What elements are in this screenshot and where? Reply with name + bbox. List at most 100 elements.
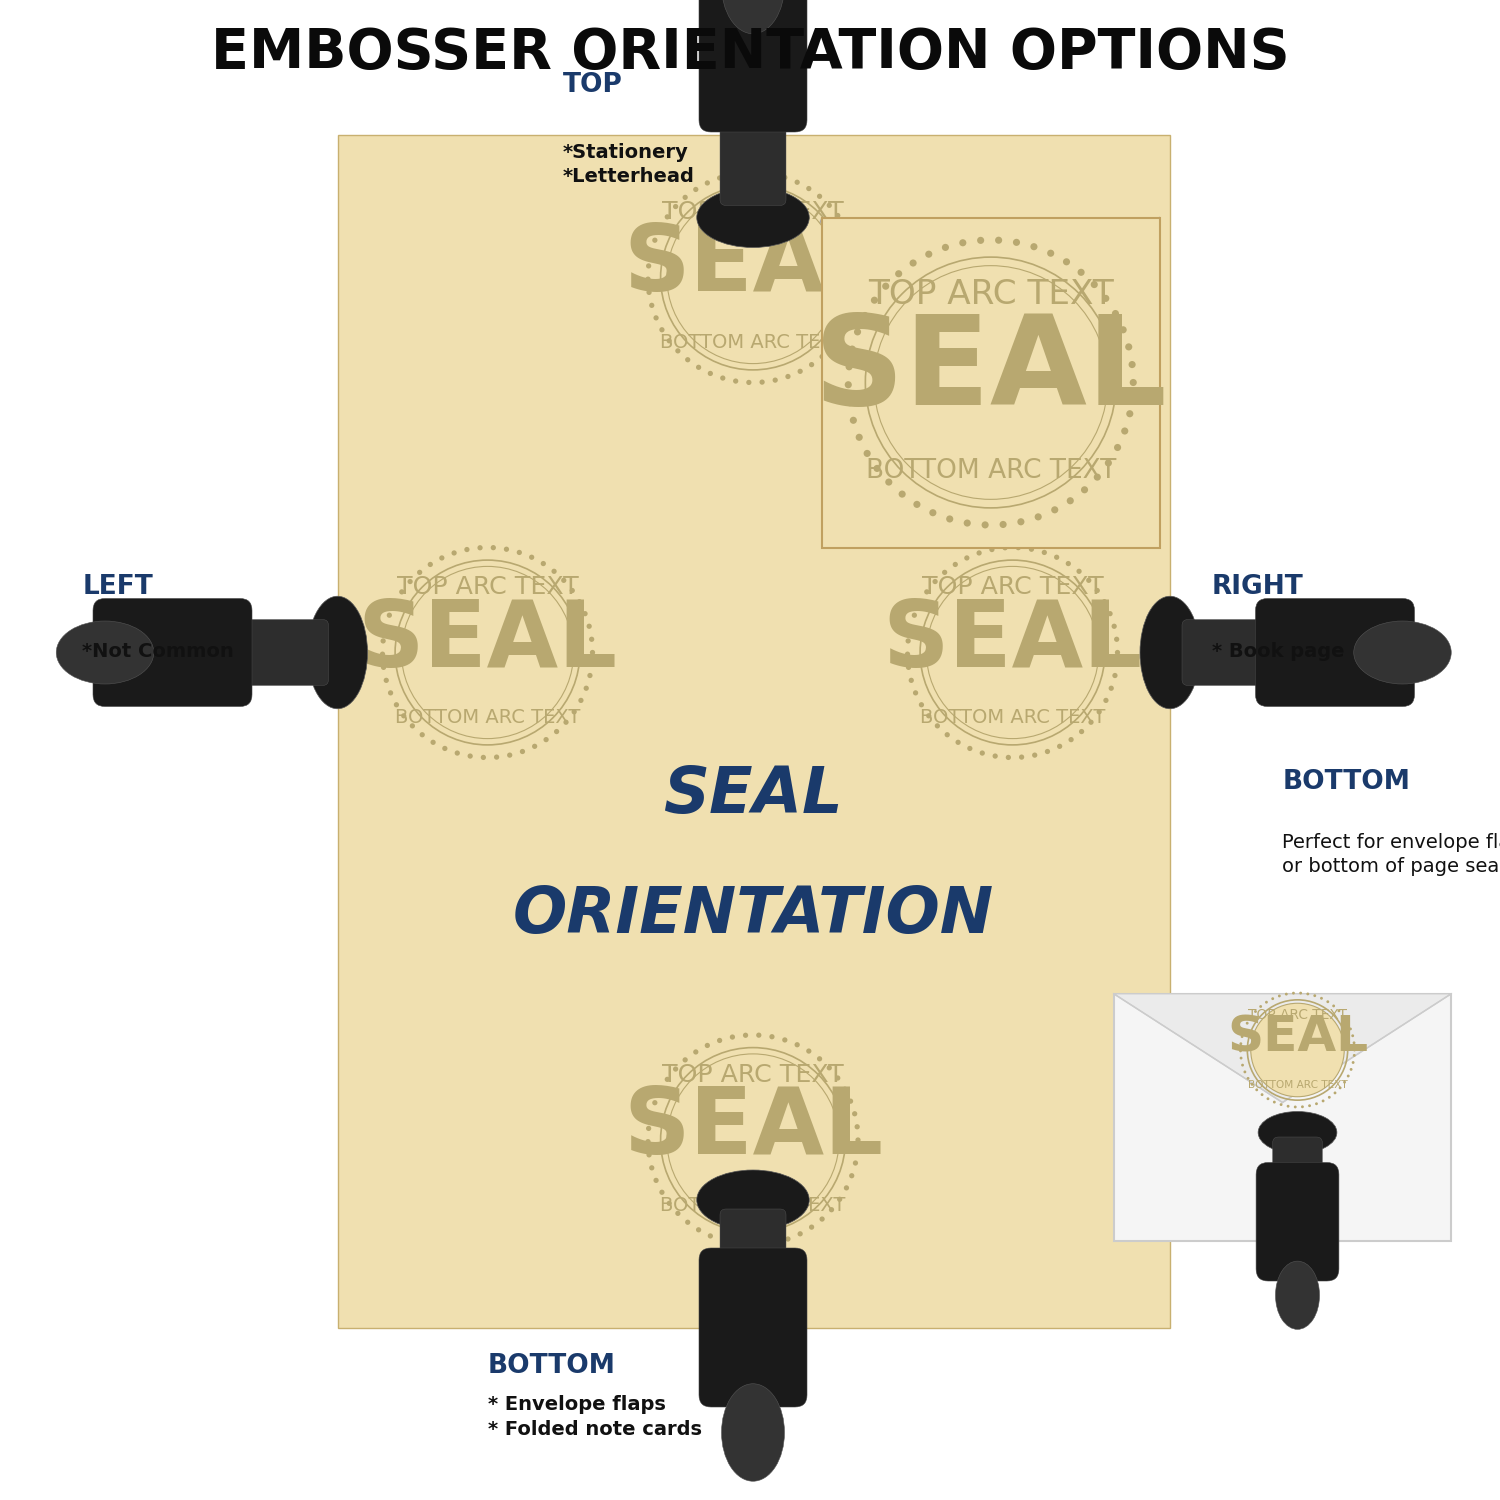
Circle shape xyxy=(1125,344,1132,351)
Circle shape xyxy=(657,225,663,231)
Circle shape xyxy=(849,1173,855,1179)
Circle shape xyxy=(717,176,722,180)
Circle shape xyxy=(650,303,654,307)
Text: SEAL: SEAL xyxy=(622,1083,884,1173)
Circle shape xyxy=(1250,1016,1252,1019)
Circle shape xyxy=(1107,610,1113,616)
Circle shape xyxy=(1013,238,1020,246)
Circle shape xyxy=(926,251,933,258)
FancyBboxPatch shape xyxy=(1182,620,1276,686)
Circle shape xyxy=(564,720,568,724)
Circle shape xyxy=(1294,1106,1296,1108)
Circle shape xyxy=(686,357,690,363)
Circle shape xyxy=(646,1152,651,1158)
Circle shape xyxy=(645,1138,651,1144)
Circle shape xyxy=(1094,474,1101,480)
Circle shape xyxy=(666,1200,672,1206)
Circle shape xyxy=(818,1056,822,1062)
Circle shape xyxy=(772,378,778,382)
Circle shape xyxy=(682,195,688,200)
Circle shape xyxy=(1256,1089,1258,1092)
Circle shape xyxy=(898,490,906,498)
Circle shape xyxy=(1272,998,1274,1000)
Circle shape xyxy=(849,310,855,316)
Circle shape xyxy=(1342,1016,1346,1019)
Circle shape xyxy=(912,612,916,618)
Circle shape xyxy=(1338,1010,1341,1013)
Circle shape xyxy=(806,186,812,190)
Circle shape xyxy=(693,1050,699,1054)
Circle shape xyxy=(798,369,802,374)
Circle shape xyxy=(1029,546,1033,552)
Circle shape xyxy=(1095,588,1100,592)
Text: *Stationery
*Letterhead: *Stationery *Letterhead xyxy=(562,142,694,186)
Circle shape xyxy=(756,170,762,176)
FancyBboxPatch shape xyxy=(1256,598,1414,706)
Circle shape xyxy=(916,600,922,606)
Ellipse shape xyxy=(696,1170,810,1230)
Circle shape xyxy=(853,1161,858,1166)
Circle shape xyxy=(387,612,392,618)
Circle shape xyxy=(1126,410,1134,417)
Circle shape xyxy=(1264,1000,1268,1004)
FancyBboxPatch shape xyxy=(1256,1162,1340,1281)
FancyBboxPatch shape xyxy=(720,1209,786,1304)
Circle shape xyxy=(420,732,424,738)
Circle shape xyxy=(908,626,914,630)
Circle shape xyxy=(850,417,856,424)
Circle shape xyxy=(1314,994,1316,998)
Circle shape xyxy=(795,1042,800,1047)
Circle shape xyxy=(945,732,950,738)
Circle shape xyxy=(746,1242,752,1248)
Text: BOTTOM: BOTTOM xyxy=(488,1353,615,1378)
Circle shape xyxy=(1113,674,1118,678)
Circle shape xyxy=(855,433,862,441)
Polygon shape xyxy=(1113,993,1450,1102)
Circle shape xyxy=(770,171,774,177)
Text: TOP ARC TEXT: TOP ARC TEXT xyxy=(868,278,1113,310)
Text: * Book page: * Book page xyxy=(1212,642,1344,662)
Circle shape xyxy=(1322,1100,1324,1102)
Circle shape xyxy=(400,712,406,718)
Circle shape xyxy=(520,748,525,754)
Text: TOP ARC TEXT: TOP ARC TEXT xyxy=(921,576,1104,600)
Circle shape xyxy=(1353,1041,1356,1044)
Circle shape xyxy=(964,555,969,561)
Circle shape xyxy=(1286,993,1287,996)
Circle shape xyxy=(717,1038,722,1042)
Circle shape xyxy=(855,1137,861,1143)
Circle shape xyxy=(427,562,433,567)
Circle shape xyxy=(430,740,435,746)
Text: *Not Common: *Not Common xyxy=(82,642,234,662)
Circle shape xyxy=(836,213,840,217)
Circle shape xyxy=(956,740,960,746)
Circle shape xyxy=(1106,459,1112,466)
Text: TOP ARC TEXT: TOP ARC TEXT xyxy=(396,576,579,600)
Circle shape xyxy=(1346,1022,1348,1025)
Text: EMBOSSER ORIENTATION OPTIONS: EMBOSSER ORIENTATION OPTIONS xyxy=(210,26,1290,80)
Circle shape xyxy=(1077,568,1082,574)
Text: TOP: TOP xyxy=(562,72,622,98)
Circle shape xyxy=(855,285,859,290)
Circle shape xyxy=(650,1166,654,1170)
Text: BOTTOM ARC TEXT: BOTTOM ARC TEXT xyxy=(660,333,846,352)
Circle shape xyxy=(1066,496,1074,504)
Circle shape xyxy=(1128,362,1136,368)
Circle shape xyxy=(846,363,852,370)
Circle shape xyxy=(494,754,500,759)
Ellipse shape xyxy=(722,0,784,34)
Circle shape xyxy=(382,626,388,630)
FancyBboxPatch shape xyxy=(338,135,1170,1328)
Ellipse shape xyxy=(1275,1262,1320,1329)
Ellipse shape xyxy=(308,597,368,709)
Circle shape xyxy=(844,1185,849,1191)
Ellipse shape xyxy=(1353,621,1450,684)
Circle shape xyxy=(920,702,924,708)
Circle shape xyxy=(847,1098,853,1104)
Circle shape xyxy=(798,1232,802,1236)
Circle shape xyxy=(1114,444,1120,452)
Circle shape xyxy=(477,544,483,550)
Circle shape xyxy=(837,334,843,339)
Text: * Envelope flaps
* Folded note cards: * Envelope flaps * Folded note cards xyxy=(488,1395,702,1438)
Circle shape xyxy=(1240,1064,1244,1066)
